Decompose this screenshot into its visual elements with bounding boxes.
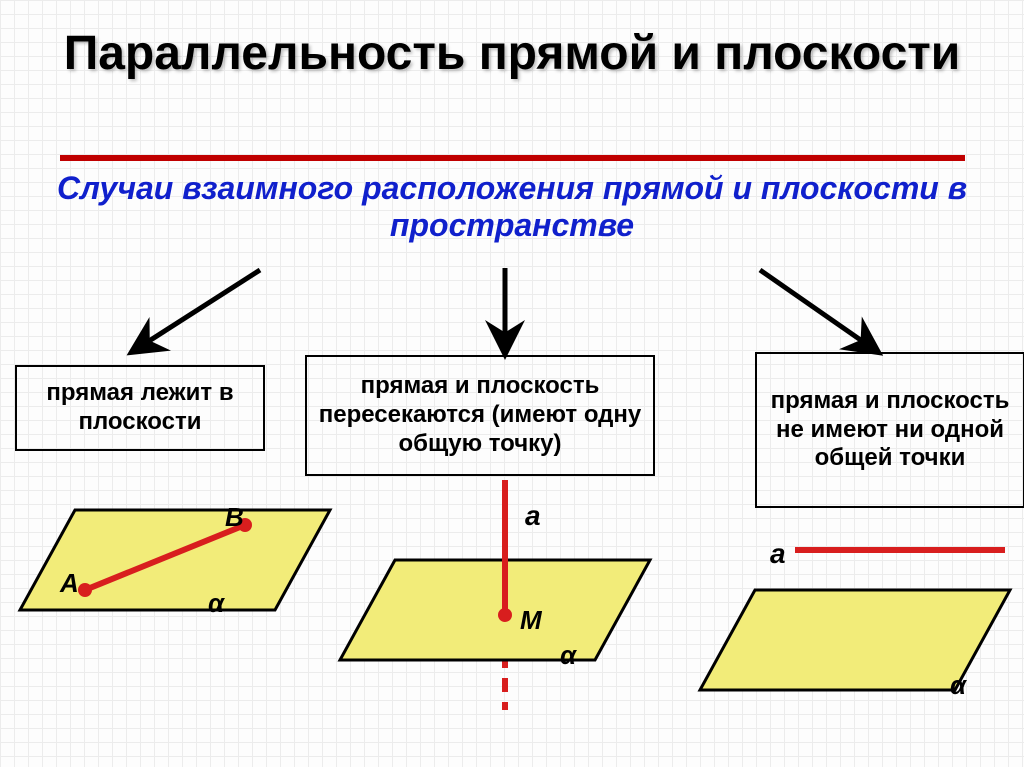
title-underline [60, 155, 965, 161]
page-title: Параллельность прямой и плоскости [0, 30, 1024, 78]
figure-2 [340, 480, 650, 710]
fig2-label-alpha: α [560, 640, 576, 671]
case-box-2: прямая и плоскость пересекаются (имеют о… [305, 355, 655, 476]
arrows-group [135, 268, 875, 350]
case-box-3: прямая и плоскость не имеют ни одной общ… [755, 352, 1024, 508]
fig1-label-B: В [225, 502, 244, 533]
case-box-1: прямая лежит в плоскости [15, 365, 265, 451]
figure-3 [700, 550, 1010, 690]
fig2-label-M: М [520, 605, 542, 636]
fig3-label-a: а [770, 538, 786, 570]
page-subtitle: Случаи взаимного расположения прямой и п… [0, 170, 1024, 244]
fig1-label-alpha: α [208, 588, 224, 619]
fig2-label-a: а [525, 500, 541, 532]
fig1-label-A: А [60, 568, 79, 599]
fig3-label-alpha: α [950, 670, 966, 701]
